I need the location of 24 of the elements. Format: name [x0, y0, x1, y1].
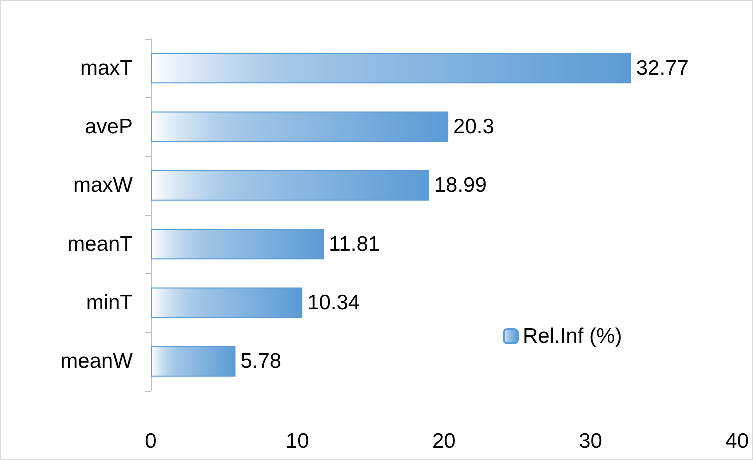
data-label: 20.3	[454, 116, 494, 138]
y-tick-label: minT	[86, 292, 134, 314]
y-tick-label: maxT	[80, 56, 134, 80]
bar	[151, 112, 449, 142]
y-tick-label: aveP	[85, 116, 133, 138]
bar	[151, 53, 632, 84]
x-tick-label: 30	[579, 430, 602, 453]
bar	[151, 346, 236, 377]
x-tick-label: 20	[432, 430, 456, 453]
x-tick-label: 40	[726, 430, 749, 453]
y-tick-label: meanW	[60, 350, 134, 374]
bar	[151, 288, 303, 318]
bar	[151, 170, 430, 201]
legend-label: Rel.Inf (%)	[523, 325, 622, 348]
y-tick-label: meanT	[68, 232, 134, 256]
x-tick-label: 0	[145, 430, 157, 453]
y-tick-label: maxW	[74, 174, 134, 198]
bar	[151, 229, 324, 260]
data-label: 11.81	[329, 232, 380, 256]
data-label: 32.77	[636, 56, 689, 80]
x-tick-label: 10	[286, 430, 310, 453]
data-label: 10.34	[308, 292, 360, 314]
data-label: 5.78	[240, 350, 282, 374]
data-label: 18.99	[434, 174, 487, 198]
